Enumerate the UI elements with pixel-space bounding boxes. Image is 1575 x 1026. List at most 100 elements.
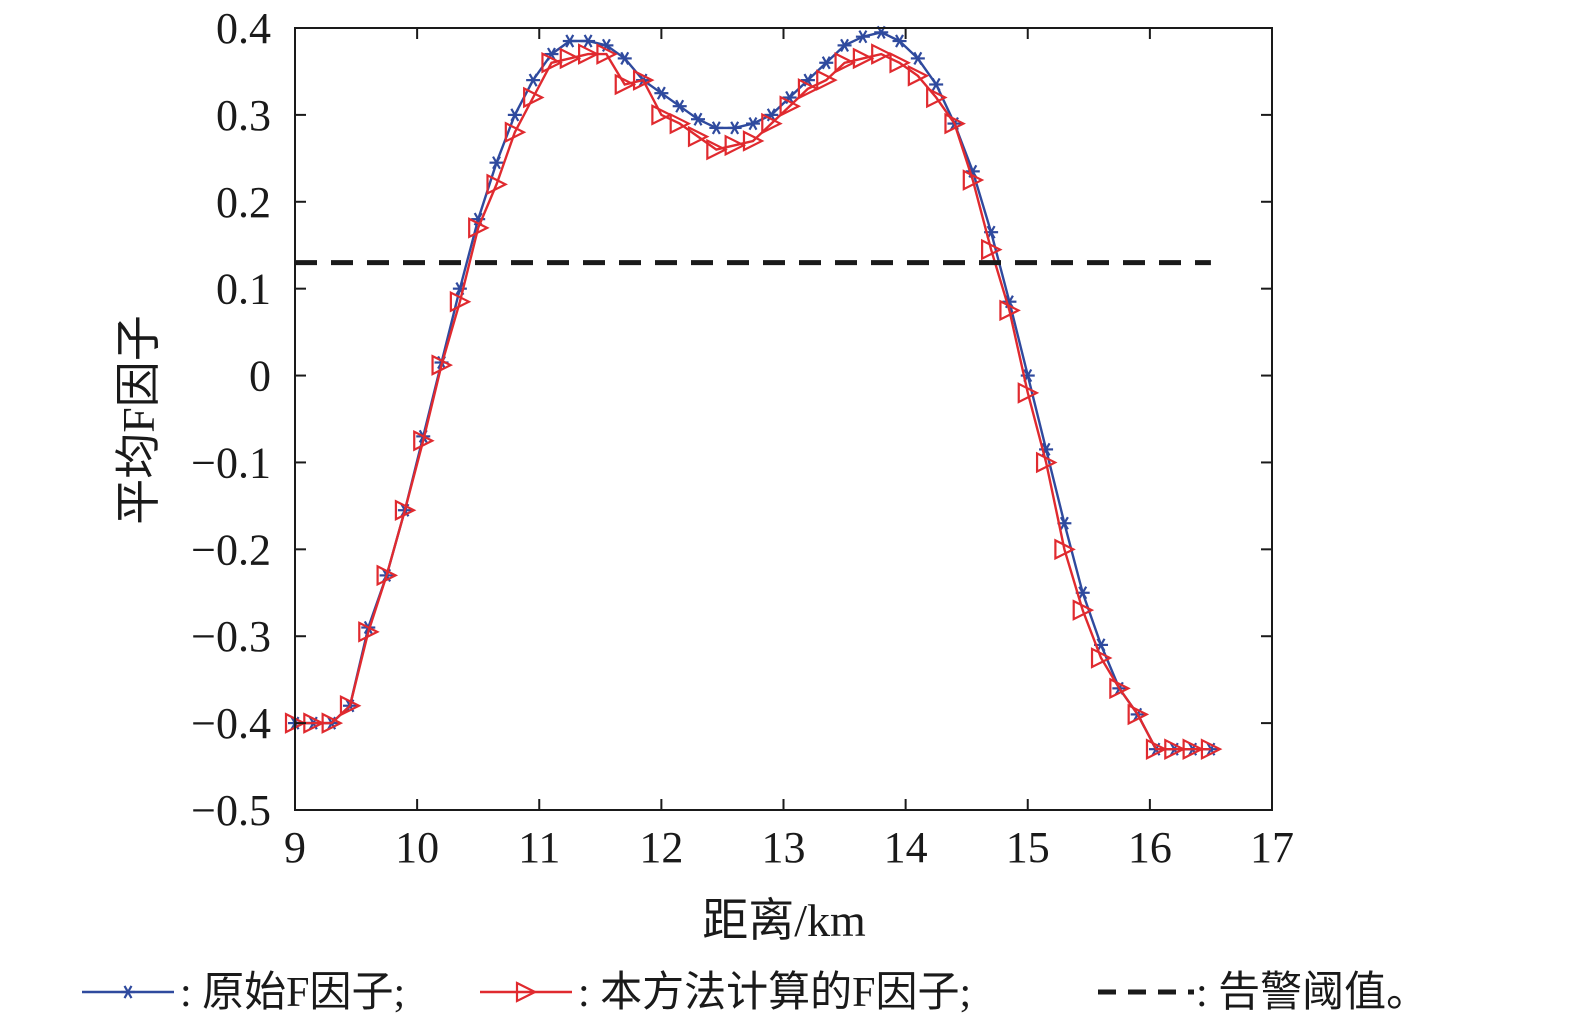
y-tick-label: −0.5 bbox=[191, 786, 271, 835]
data-point-method bbox=[834, 51, 857, 74]
x-tick-label: 17 bbox=[1250, 823, 1294, 872]
y-tick-label: 0.4 bbox=[216, 4, 271, 53]
asterisk-stroke bbox=[858, 30, 868, 44]
data-point-method bbox=[468, 217, 490, 239]
data-point-method bbox=[614, 73, 637, 96]
data-point-method bbox=[1017, 382, 1040, 404]
data-point-method bbox=[1182, 738, 1205, 760]
data-point-original bbox=[910, 51, 925, 66]
y-tick-label: 0 bbox=[249, 352, 271, 401]
asterisk-stroke bbox=[693, 112, 703, 126]
y-tick-label: 0.3 bbox=[216, 91, 271, 140]
asterisk-stroke bbox=[711, 121, 721, 135]
axes: 9 10 11 12 13 14 15 16 17 0.4 0.3 0.2 0.1 0 −0.1 −0.2 −0… bbox=[191, 4, 1294, 872]
data-point-original bbox=[709, 121, 724, 135]
x-tick-label: 11 bbox=[518, 823, 560, 872]
axes-frame bbox=[294, 27, 1273, 811]
data-point-method bbox=[761, 112, 783, 135]
data-point-method bbox=[1164, 738, 1186, 760]
x-tick-label: 16 bbox=[1128, 823, 1172, 872]
x-axis-label: 距离/km bbox=[702, 895, 866, 946]
data-point-method bbox=[981, 238, 1003, 261]
asterisk-stroke bbox=[1059, 516, 1069, 530]
asterisk-stroke bbox=[675, 99, 685, 113]
y-tick-label: 0.1 bbox=[216, 265, 271, 314]
data-point-original bbox=[855, 30, 870, 44]
y-tick-label: 0.2 bbox=[216, 178, 271, 227]
data-point-original bbox=[489, 156, 504, 170]
asterisk-stroke bbox=[913, 51, 923, 66]
legend-label: : 告警阈值。 bbox=[1196, 970, 1428, 1016]
data-point-method bbox=[1072, 599, 1095, 621]
data-point-original bbox=[562, 34, 577, 48]
data-point-method bbox=[486, 173, 508, 196]
data-point-method bbox=[632, 69, 655, 91]
x-tick-label: 9 bbox=[284, 823, 306, 872]
legend-item-2: : 告警阈值。 bbox=[1098, 970, 1428, 1016]
data-point-original bbox=[654, 86, 669, 100]
x-tick-label: 13 bbox=[762, 823, 806, 872]
data-point-original bbox=[672, 99, 687, 113]
data-point-method bbox=[1090, 647, 1113, 669]
data-point-method bbox=[1127, 703, 1150, 726]
x-tick-label: 14 bbox=[884, 823, 928, 872]
data-point-method bbox=[926, 86, 948, 109]
data-point-method bbox=[1109, 677, 1131, 700]
legend-label: : 原始F因子; bbox=[180, 970, 405, 1016]
data-point-original bbox=[819, 56, 834, 70]
asterisk-stroke bbox=[123, 985, 133, 999]
y-tick-label: −0.3 bbox=[191, 612, 271, 661]
asterisk-stroke bbox=[492, 156, 501, 170]
data-point-method bbox=[852, 47, 875, 70]
legend-swatch-triangle bbox=[515, 981, 538, 1003]
asterisk-stroke bbox=[840, 38, 850, 52]
data-point-original bbox=[526, 73, 541, 87]
asterisk-stroke bbox=[821, 56, 831, 70]
asterisk-stroke bbox=[931, 77, 941, 92]
data-point-method bbox=[1145, 738, 1168, 760]
x-tick-label: 10 bbox=[395, 823, 439, 872]
asterisk-stroke bbox=[528, 73, 538, 87]
asterisk-stroke bbox=[730, 121, 740, 135]
asterisk-stroke bbox=[583, 34, 593, 48]
data-point-method bbox=[651, 104, 673, 126]
data-point-method bbox=[394, 499, 417, 522]
data-point-method bbox=[944, 112, 966, 135]
data-point-method bbox=[962, 169, 985, 191]
data-point-method bbox=[779, 95, 802, 117]
asterisk-stroke bbox=[1078, 586, 1088, 600]
data-point-original bbox=[581, 34, 596, 48]
data-point-method bbox=[871, 43, 893, 65]
data-point-method bbox=[706, 138, 728, 161]
data-point-method bbox=[577, 43, 600, 65]
legend: : 原始F因子; : 本方法计算的F因子; : 告警阈值。 bbox=[82, 970, 1428, 1016]
data-point-method bbox=[541, 51, 563, 74]
data-point-original bbox=[727, 121, 742, 135]
y-tick-label: −0.2 bbox=[191, 525, 271, 574]
data-point-original bbox=[892, 34, 907, 48]
data-point-method bbox=[1035, 451, 1058, 474]
data-point-method bbox=[449, 290, 472, 313]
plot-area bbox=[284, 25, 1223, 760]
data-point-method bbox=[504, 121, 527, 144]
y-tick-label: −0.1 bbox=[191, 438, 271, 487]
data-point-method bbox=[724, 134, 747, 157]
data-point-original bbox=[837, 38, 852, 52]
data-point-original bbox=[617, 51, 632, 66]
legend-item-0: : 原始F因子; bbox=[82, 970, 405, 1016]
data-point-method bbox=[376, 564, 399, 587]
asterisk-stroke bbox=[565, 34, 575, 48]
asterisk-stroke bbox=[895, 34, 904, 48]
data-point-method bbox=[596, 43, 618, 65]
data-point-method bbox=[1054, 538, 1076, 561]
data-point-method bbox=[797, 78, 820, 100]
data-point-original bbox=[507, 108, 522, 122]
data-point-method bbox=[431, 354, 454, 376]
data-point-original bbox=[691, 112, 706, 126]
y-axis-label: 平均F因子 bbox=[113, 315, 164, 525]
data-point-method bbox=[413, 429, 435, 452]
legend-item-1: : 本方法计算的F因子; bbox=[480, 970, 971, 1016]
series-line-1 bbox=[295, 52, 1211, 751]
asterisk-stroke bbox=[620, 51, 630, 66]
